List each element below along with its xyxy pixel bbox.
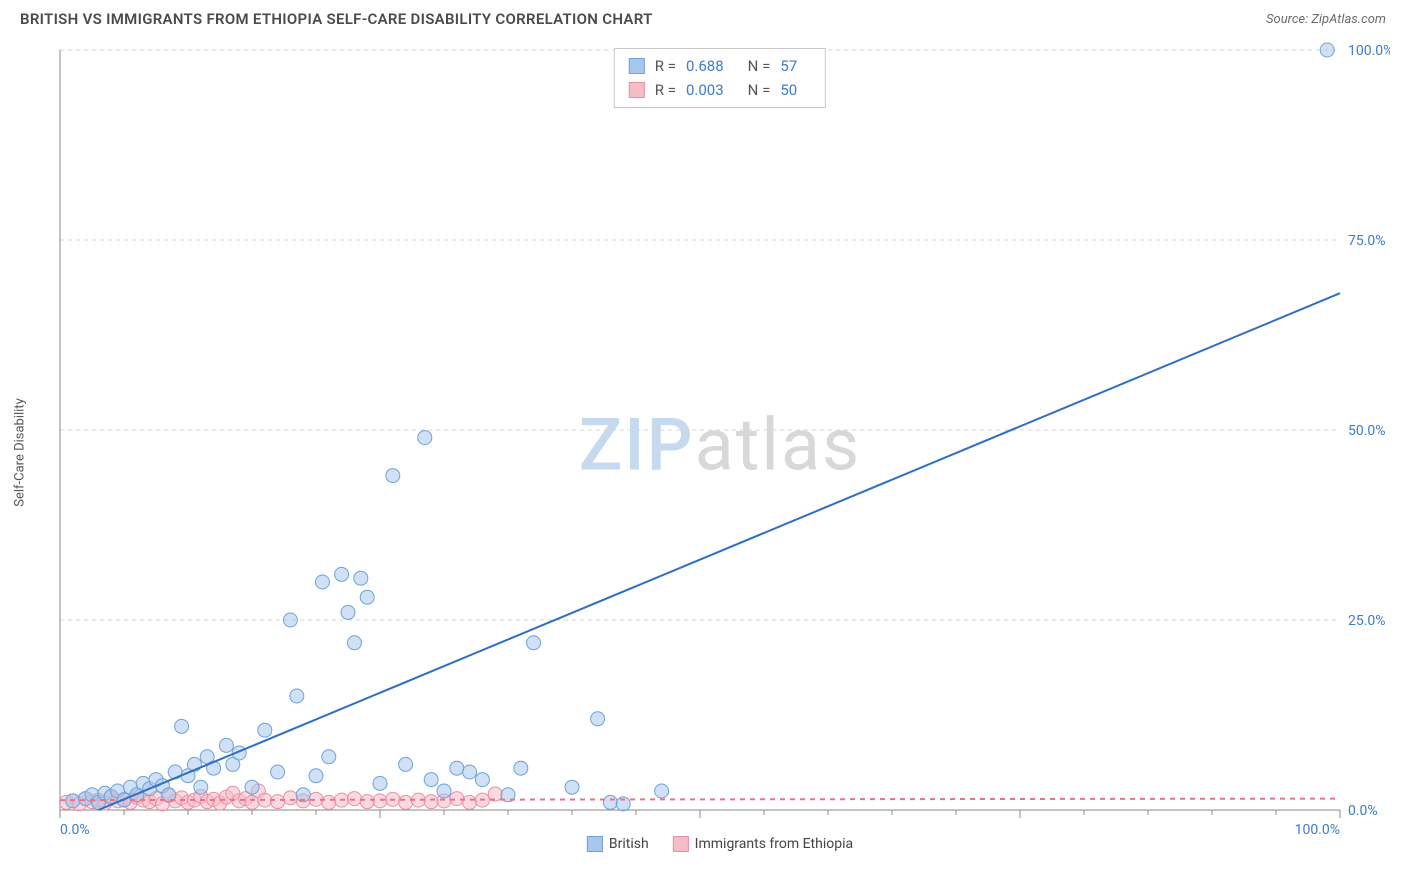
source-label: Source: ZipAtlas.com [1266, 12, 1386, 27]
svg-text:100.0%: 100.0% [1348, 43, 1390, 59]
n-value-british: 57 [780, 54, 797, 78]
svg-text:50.0%: 50.0% [1348, 423, 1386, 439]
n-label: N = [748, 54, 771, 78]
r-label: R = [655, 54, 676, 78]
scatter-chart: 0.0% 25.0% 50.0% 75.0% 100.0% 0.0% 100.0% [50, 40, 1390, 850]
svg-text:25.0%: 25.0% [1348, 613, 1386, 629]
chart-container: Self-Care Disability 0.0%25.0%50.0%75.0%… [50, 40, 1390, 850]
legend-label-ethiopia: Immigrants from Ethiopia [695, 836, 853, 852]
y-axis-label: Self-Care Disability [13, 398, 28, 506]
legend-item-ethiopia: Immigrants from Ethiopia [673, 836, 853, 852]
n-value-ethiopia: 50 [780, 78, 797, 102]
svg-text:0.0%: 0.0% [60, 822, 90, 838]
swatch-ethiopia [629, 82, 645, 98]
r-value-ethiopia: 0.003 [686, 78, 724, 102]
stats-row-british: R = 0.688 N = 57 [629, 54, 811, 78]
r-value-british: 0.688 [686, 54, 724, 78]
r-label: R = [655, 78, 676, 102]
swatch-british [629, 58, 645, 74]
svg-text:100.0%: 100.0% [1295, 822, 1340, 838]
stats-legend: R = 0.688 N = 57 R = 0.003 N = 50 [614, 48, 826, 108]
svg-text:0.0%: 0.0% [1348, 803, 1378, 819]
svg-text:75.0%: 75.0% [1348, 233, 1386, 249]
swatch-british [587, 836, 603, 852]
swatch-ethiopia [673, 836, 689, 852]
legend-label-british: British [609, 836, 649, 852]
stats-row-ethiopia: R = 0.003 N = 50 [629, 78, 811, 102]
legend-item-british: British [587, 836, 649, 852]
bottom-legend: British Immigrants from Ethiopia [587, 836, 853, 852]
chart-title: BRITISH VS IMMIGRANTS FROM ETHIOPIA SELF… [20, 10, 653, 28]
chart-header: BRITISH VS IMMIGRANTS FROM ETHIOPIA SELF… [0, 0, 1406, 33]
n-label: N = [748, 78, 771, 102]
